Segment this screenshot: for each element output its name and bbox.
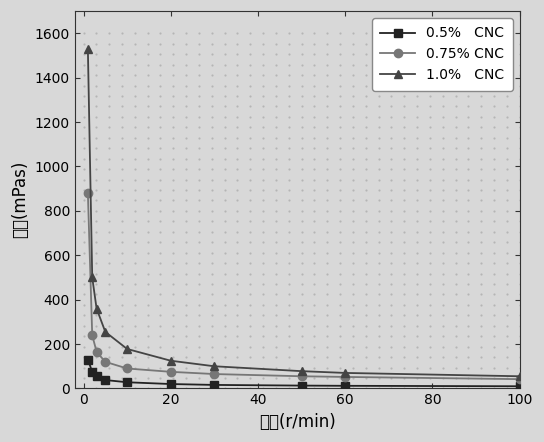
1.0%   CNC (211, 364, 218, 369)
Line: 1.0%   CNC: 1.0% CNC (84, 45, 524, 381)
0.75% CNC (211, 371, 218, 377)
X-axis label: 转速(r/min): 转速(r/min) (259, 413, 336, 431)
0.5%   CNC (298, 383, 305, 388)
1.0%   CNC (89, 275, 96, 280)
Line: 0.5%   CNC: 0.5% CNC (84, 355, 524, 390)
0.5%   CNC (124, 380, 131, 385)
1.0%   CNC (168, 358, 174, 363)
1.0%   CNC (124, 347, 131, 352)
1.0%   CNC (102, 329, 109, 335)
Legend: 0.5%   CNC, 0.75% CNC, 1.0%   CNC: 0.5% CNC, 0.75% CNC, 1.0% CNC (372, 18, 513, 91)
0.5%   CNC (168, 381, 174, 387)
1.0%   CNC (298, 369, 305, 374)
1.0%   CNC (516, 373, 523, 379)
0.5%   CNC (516, 384, 523, 389)
0.75% CNC (168, 369, 174, 374)
0.5%   CNC (102, 377, 109, 383)
0.5%   CNC (94, 373, 100, 379)
1.0%   CNC (94, 306, 100, 311)
0.5%   CNC (342, 383, 349, 389)
Y-axis label: 粘度(mPas): 粘度(mPas) (11, 161, 29, 239)
1.0%   CNC (342, 370, 349, 376)
0.75% CNC (85, 191, 91, 196)
0.5%   CNC (89, 369, 96, 374)
1.0%   CNC (85, 46, 91, 52)
0.75% CNC (124, 366, 131, 371)
0.5%   CNC (211, 382, 218, 388)
0.75% CNC (89, 332, 96, 338)
0.75% CNC (298, 373, 305, 379)
Line: 0.75% CNC: 0.75% CNC (84, 189, 524, 383)
0.75% CNC (516, 377, 523, 382)
0.75% CNC (342, 374, 349, 380)
0.5%   CNC (85, 357, 91, 362)
0.75% CNC (102, 359, 109, 365)
0.75% CNC (94, 349, 100, 354)
